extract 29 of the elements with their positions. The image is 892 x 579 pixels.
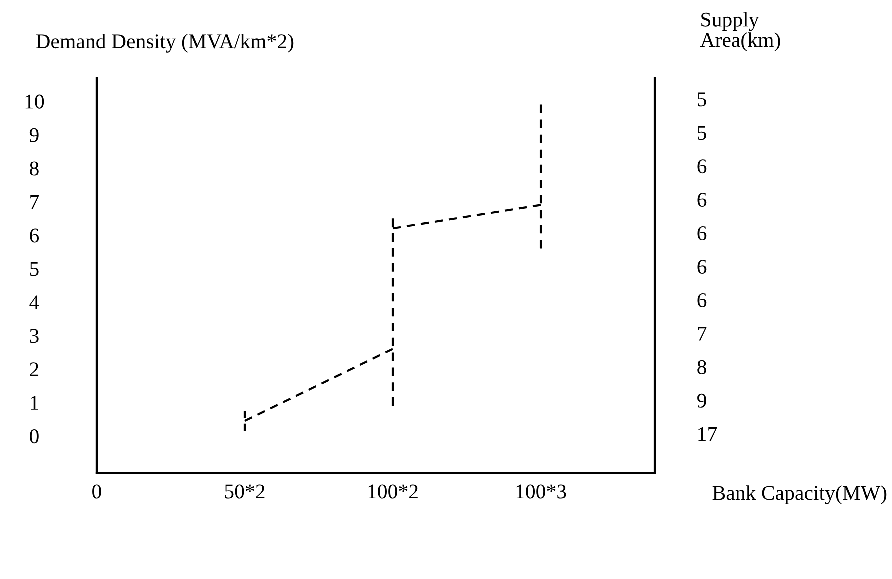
text: 6 bbox=[698, 260, 707, 274]
text: 5 bbox=[698, 126, 706, 140]
text: 17 bbox=[698, 427, 718, 442]
x-tick-label: 50*2 bbox=[225, 484, 265, 499]
y-axis-title: Demand Density (MVA/km*2) bbox=[36, 34, 294, 53]
y-tick-label: 4 bbox=[30, 296, 40, 310]
x-tick-label: 0 bbox=[92, 484, 102, 499]
text: 6 bbox=[698, 293, 707, 308]
text: 7 bbox=[698, 327, 707, 341]
y-tick-label: 6 bbox=[30, 228, 40, 243]
text: 6 bbox=[698, 226, 707, 241]
y-tick-label: 9 bbox=[30, 128, 39, 142]
text: 9 bbox=[698, 394, 706, 408]
x-tick-label: 100*2 bbox=[368, 484, 418, 499]
text: 6 bbox=[698, 193, 707, 208]
y-tick-label: 1 bbox=[31, 396, 38, 410]
y-tick-label: 2 bbox=[30, 362, 39, 376]
x-tick-label: 100*3 bbox=[516, 484, 566, 499]
text: 8 bbox=[698, 360, 706, 374]
y2-axis-title: Supply Area(km) bbox=[700, 12, 780, 52]
x-axis-title: Bank Capacity(MW) bbox=[712, 486, 887, 505]
y-tick-label: 0 bbox=[30, 430, 39, 444]
text: 5 bbox=[698, 92, 706, 107]
y-tick-label: 7 bbox=[30, 195, 40, 210]
y-tick-label: 10 bbox=[26, 94, 44, 109]
text: 6 bbox=[698, 160, 707, 174]
y-tick-label: 8 bbox=[30, 162, 39, 176]
y-tick-label: 5 bbox=[30, 262, 39, 276]
y-tick-label: 3 bbox=[30, 329, 39, 344]
